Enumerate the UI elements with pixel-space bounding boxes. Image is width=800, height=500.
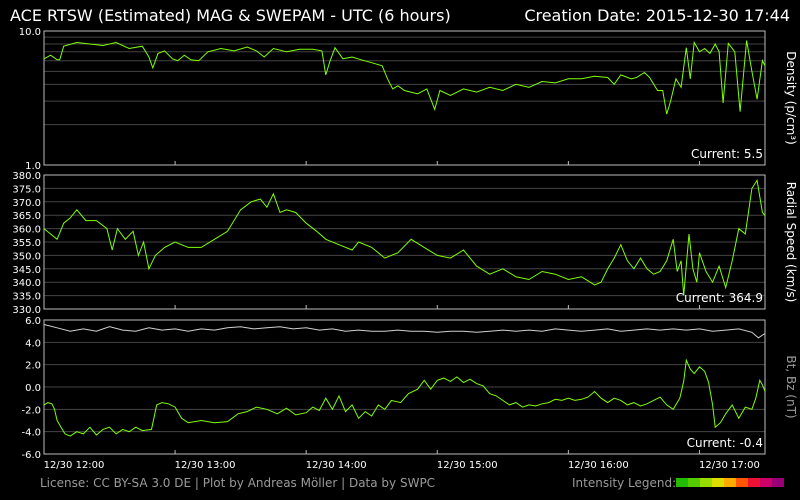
y-tick-label: 0.0 (25, 383, 41, 394)
intensity-legend-bar (676, 478, 784, 487)
series-line-bz (43, 358, 766, 437)
density-panel: 10.0 1.0 Density (p/cm³) Current: 5.5 (19, 27, 798, 172)
series-line-bt (43, 324, 766, 339)
legend-swatch (772, 478, 784, 487)
y-axis-label: Radial Speed (km/s) (784, 182, 798, 303)
y-tick-label: 1.0 (25, 161, 41, 172)
field-panel: 6.0 4.0 2.0 0.0 -2.0 -4.0 -6.0 Bt, Bz (nT) Curre… (21, 316, 798, 461)
y-tick-label: -4.0 (21, 428, 41, 439)
current-value: Current: 364.9 (676, 291, 763, 305)
legend-swatch (688, 478, 700, 487)
current-value: Current: -0.4 (687, 436, 763, 450)
speed-panel: 380.0 375.0 370.0 365.0 360.0 355.0 350.0 345.0… (12, 171, 798, 316)
current-value: Current: 5.5 (691, 147, 763, 161)
x-tick-label: 12/30 12:00 (44, 460, 105, 471)
legend-swatch (724, 478, 736, 487)
y-tick-label: 345.0 (12, 265, 41, 276)
legend-swatch (676, 478, 688, 487)
y-tick-label: 380.0 (12, 171, 41, 182)
legend-swatch (760, 478, 772, 487)
y-tick-label: 370.0 (12, 198, 41, 209)
panel-frame (43, 174, 766, 310)
creation-date: Creation Date: 2015-12-30 17:44 (524, 6, 790, 25)
chart-title: ACE RTSW (Estimated) MAG & SWEPAM - UTC … (10, 6, 451, 25)
legend-swatch (700, 478, 712, 487)
y-tick-label: 10.0 (19, 27, 41, 38)
y-tick-label: 2.0 (25, 361, 41, 372)
y-tick-label: 340.0 (12, 278, 41, 289)
legend-swatch (712, 478, 724, 487)
panel-frame (43, 30, 766, 166)
x-tick-label: 12/30 15:00 (437, 460, 498, 471)
y-tick-label: 335.0 (12, 292, 41, 303)
y-tick-label: 330.0 (12, 305, 41, 316)
y-tick-label: 360.0 (12, 225, 41, 236)
y-tick-label: 355.0 (12, 238, 41, 249)
series-line-data (43, 40, 766, 115)
y-axis-label: Bt, Bz (nT) (784, 355, 798, 418)
legend-swatch (736, 478, 748, 487)
intensity-legend-label: Intensity Legend: (572, 476, 677, 490)
x-tick-label: 12/30 17:00 (699, 460, 760, 471)
y-tick-label: 4.0 (25, 338, 41, 349)
y-tick-label: 365.0 (12, 211, 41, 222)
y-tick-label: 6.0 (25, 316, 41, 327)
y-tick-label: -2.0 (21, 405, 41, 416)
panel-frame (43, 319, 766, 455)
y-axis-label: Density (p/cm³) (784, 51, 798, 145)
x-tick-label: 12/30 14:00 (306, 460, 367, 471)
y-tick-label: -6.0 (21, 450, 41, 461)
x-tick-label: 12/30 13:00 (175, 460, 236, 471)
license-footer: License: CC BY-SA 3.0 DE | Plot by Andre… (40, 476, 436, 490)
series-line-data (43, 179, 766, 296)
y-tick-label: 375.0 (12, 184, 41, 195)
legend-swatch (748, 478, 760, 487)
y-tick-label: 350.0 (12, 251, 41, 262)
x-tick-label: 12/30 16:00 (568, 460, 629, 471)
